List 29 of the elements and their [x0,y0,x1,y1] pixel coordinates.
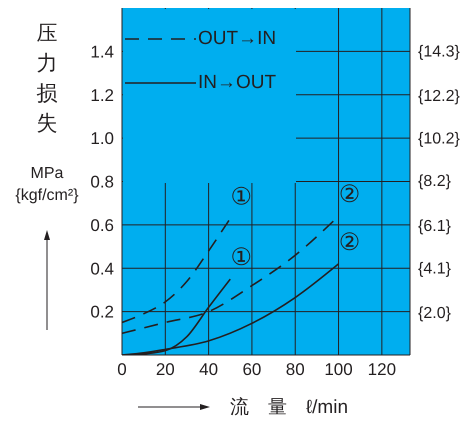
x-tick-label: 0 [117,360,127,380]
y-tick-label: 0.2 [90,302,114,322]
y-tick-label: 0.6 [90,216,114,235]
text: 压力损失 MPa {kgf/cm²} [15,22,79,204]
x-tick-label: 100 [324,360,353,380]
y2-tick-label: {8.2} [418,173,452,190]
y2-tick-label: {12.2} [418,88,460,105]
y-tick-label: 1.4 [90,42,114,62]
x-tick-label: 20 [156,360,175,380]
legend-label: OUT→IN [198,28,276,50]
y2-tick-label: {6.1} [418,218,452,235]
x-axis-title: 流 量 ℓ/min [230,396,348,418]
annotation: ② [338,228,360,256]
y-tick-label: 0.8 [90,172,114,192]
x-tick-label: 80 [286,360,305,380]
legend-label: IN→OUT [198,72,276,94]
x-tick-label: 120 [368,360,396,380]
annotation: ① [230,182,252,210]
x-tick-label: 60 [242,360,262,380]
y2-tick-label: {4.1} [418,260,452,278]
annotation: ② [338,180,360,208]
y2-tick-label: {14.3} [418,43,460,60]
annotation: ① [230,243,252,272]
x-tick-label: 40 [199,360,218,380]
y2-tick-label: {10.2} [418,130,460,148]
y-tick-label: 0.4 [90,259,114,278]
y2-tick-label: {2.0} [418,305,452,322]
y-tick-label: 1.0 [90,129,114,148]
y-tick-label: 1.2 [90,86,114,105]
